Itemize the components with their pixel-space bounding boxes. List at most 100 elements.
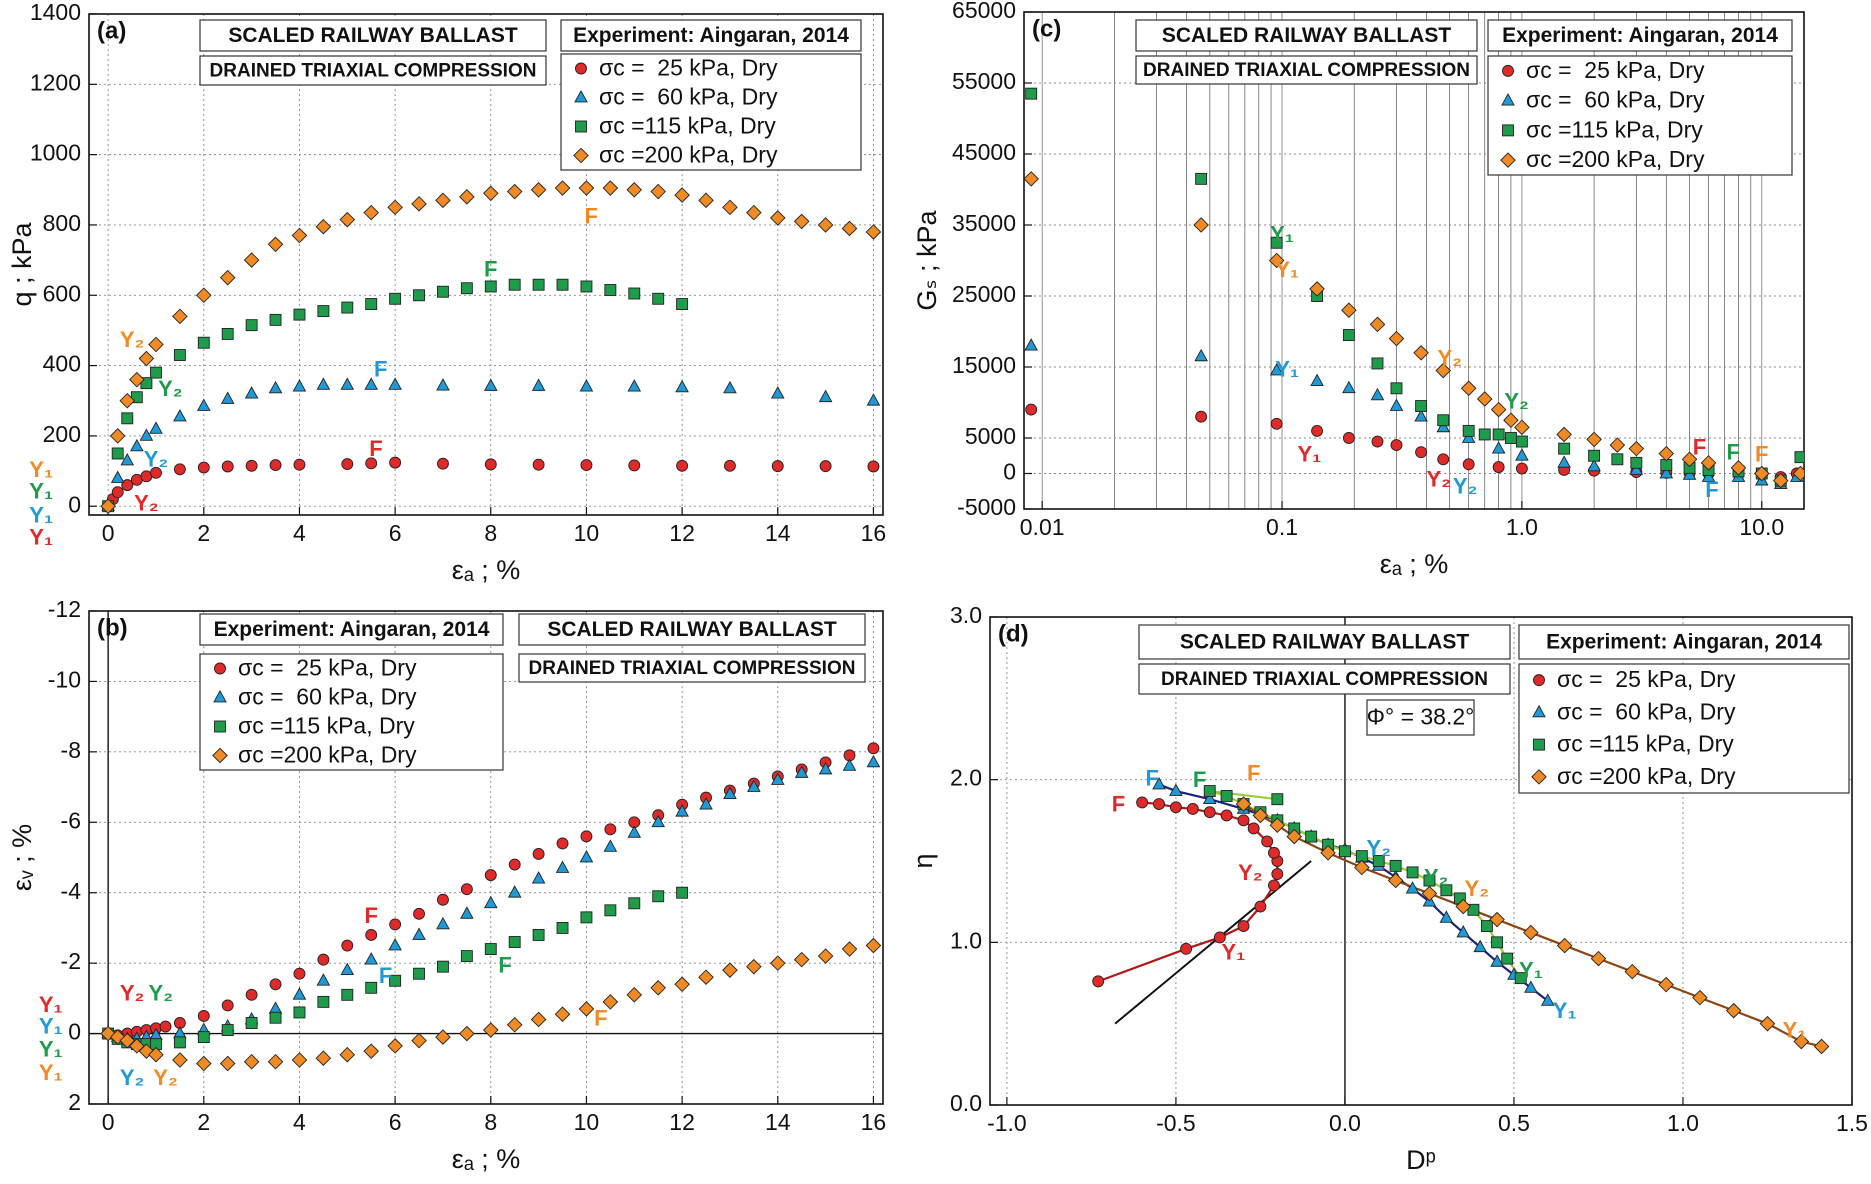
marker-circle bbox=[1515, 462, 1528, 475]
marker-triangle bbox=[507, 885, 522, 898]
annotation: F bbox=[484, 256, 497, 281]
marker-square bbox=[150, 366, 162, 379]
marker-diamond bbox=[698, 192, 714, 209]
annotation: Y₁ bbox=[29, 525, 53, 550]
y-tick-label: -2 bbox=[61, 948, 81, 974]
marker-square bbox=[389, 292, 402, 305]
marker-diamond bbox=[1658, 976, 1674, 993]
marker-triangle bbox=[130, 438, 144, 452]
legend-label: σc = 60 kPa, Dry bbox=[1557, 698, 1736, 724]
marker-triangle bbox=[675, 804, 689, 817]
marker-diamond bbox=[506, 183, 523, 200]
marker-circle bbox=[1169, 801, 1182, 814]
marker-triangle bbox=[818, 389, 833, 403]
annotation: F bbox=[1755, 442, 1768, 467]
marker-square bbox=[245, 319, 258, 332]
annotation: Y₁ bbox=[39, 1060, 63, 1085]
marker-triangle bbox=[1540, 993, 1555, 1006]
marker-square bbox=[556, 278, 569, 291]
box-text: Experiment: Aingaran, 2014 bbox=[214, 618, 490, 641]
marker-diamond bbox=[650, 980, 666, 996]
annotation: F bbox=[594, 1005, 607, 1030]
y-tick-label: -4 bbox=[61, 878, 82, 904]
marker-diamond bbox=[1309, 281, 1325, 297]
marker-square bbox=[1630, 456, 1643, 469]
marker-square bbox=[676, 298, 689, 311]
marker-square bbox=[317, 305, 330, 318]
marker-square bbox=[1588, 449, 1601, 462]
marker-square bbox=[628, 287, 641, 300]
marker-diamond bbox=[578, 180, 595, 196]
marker-diamond bbox=[1286, 828, 1303, 845]
marker-circle bbox=[437, 457, 449, 470]
text-box bbox=[199, 19, 547, 52]
marker-circle bbox=[1502, 64, 1514, 77]
marker-square bbox=[1415, 400, 1428, 412]
marker-square bbox=[628, 897, 641, 910]
legend-box bbox=[1487, 55, 1793, 176]
marker-square bbox=[389, 974, 402, 987]
legend-label: σc =200 kPa, Dry bbox=[1557, 763, 1736, 789]
marker-circle bbox=[484, 869, 497, 882]
marker-diamond bbox=[530, 1011, 547, 1028]
legend-label: σc =115 kPa, Dry bbox=[599, 113, 776, 139]
annotation: Y₁ bbox=[1297, 442, 1321, 467]
marker-square bbox=[111, 447, 124, 460]
marker-diamond bbox=[196, 287, 212, 304]
marker-circle bbox=[1247, 822, 1260, 835]
annotation: Y₁ bbox=[1519, 957, 1543, 982]
marker-square bbox=[437, 285, 449, 298]
marker-square bbox=[532, 278, 545, 291]
marker-triangle bbox=[388, 938, 402, 951]
marker-diamond bbox=[602, 180, 619, 196]
marker-triangle bbox=[316, 377, 331, 390]
marker-circle bbox=[245, 988, 258, 1001]
marker-square bbox=[1515, 435, 1528, 448]
legend-label: σc =200 kPa, Dry bbox=[599, 142, 778, 168]
plot-frame bbox=[88, 610, 884, 1105]
marker-diamond bbox=[674, 976, 690, 993]
marker-square bbox=[652, 292, 665, 305]
legend-box bbox=[199, 653, 504, 771]
marker-triangle bbox=[531, 871, 546, 884]
marker-diamond bbox=[148, 336, 164, 353]
annotation: F bbox=[369, 436, 382, 461]
annotation: Y₁ bbox=[1221, 940, 1245, 965]
marker-square bbox=[1501, 952, 1514, 965]
marker-square bbox=[1195, 172, 1208, 185]
marker-triangle bbox=[244, 386, 259, 399]
x-tick-label: 14 bbox=[765, 520, 791, 546]
marker-square bbox=[245, 1017, 258, 1029]
plot-frame bbox=[88, 13, 884, 516]
marker-diamond bbox=[387, 1038, 403, 1054]
legend-label: σc = 60 kPa, Dry bbox=[599, 84, 778, 110]
marker-diamond bbox=[148, 1046, 164, 1063]
marker-diamond bbox=[722, 962, 738, 978]
marker-diamond bbox=[1413, 345, 1429, 361]
marker-diamond bbox=[411, 196, 427, 212]
series-line bbox=[1242, 803, 1822, 1048]
marker-square bbox=[1502, 124, 1514, 137]
marker-triangle bbox=[412, 927, 426, 940]
annotation: Y₂ bbox=[1238, 860, 1262, 885]
y-tick-label: 2.0 bbox=[950, 765, 982, 791]
marker-diamond bbox=[793, 951, 810, 968]
marker-diamond bbox=[769, 210, 786, 226]
annotation: Y₂ bbox=[1437, 346, 1461, 371]
text-box bbox=[199, 55, 547, 86]
marker-triangle bbox=[1682, 467, 1697, 480]
y-axis-label: q ; kPa bbox=[7, 221, 37, 306]
x-tick-label: 16 bbox=[861, 1109, 887, 1135]
y-tick-label: 0 bbox=[1003, 459, 1016, 485]
marker-triangle bbox=[579, 849, 594, 863]
marker-square bbox=[580, 280, 593, 293]
y-tick-label: 0 bbox=[68, 1019, 81, 1045]
x-tick-label: 10 bbox=[574, 1109, 600, 1135]
marker-triangle bbox=[292, 987, 307, 1000]
marker-square bbox=[197, 1031, 210, 1044]
annotation: Y₁ bbox=[1275, 257, 1299, 282]
legend-label: σc =200 kPa, Dry bbox=[1526, 146, 1705, 172]
marker-circle bbox=[437, 893, 449, 906]
annotation: Y₂ bbox=[120, 981, 144, 1006]
